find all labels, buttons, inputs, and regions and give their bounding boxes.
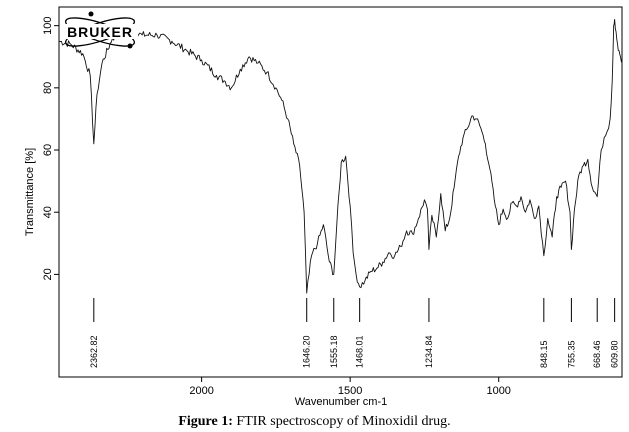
logo-dot-2: [127, 43, 133, 49]
y-tick-label: 80: [42, 82, 54, 94]
x-axis-title: Wavenumber cm-1: [295, 396, 388, 408]
caption-prefix: Figure 1:: [178, 414, 233, 429]
x-tick-label: 1000: [486, 385, 510, 397]
caption-text: FTIR spectroscopy of Minoxidil drug.: [236, 414, 451, 429]
peak-label: 1468.01: [355, 335, 365, 368]
bruker-logo: BRUKER: [62, 11, 138, 49]
logo-orbit-2: [64, 17, 136, 47]
peak-label: 1234.84: [424, 335, 434, 368]
y-tick-label: 40: [42, 206, 54, 218]
logo-orbit-1: [64, 17, 136, 47]
logo-text-backdrop: [62, 24, 138, 39]
peak-label: 609.80: [610, 340, 620, 368]
peak-label: 1555.18: [329, 335, 339, 368]
peak-label: 668.46: [592, 340, 602, 368]
spectrum-line: [58, 18, 623, 294]
axis-ticks: 2000 1500 1000 20 40 60 80 100: [42, 16, 511, 397]
logo-dot-1: [88, 11, 94, 17]
peak-label: 755.35: [566, 340, 576, 368]
plot-frame: [58, 6, 623, 378]
y-tick-label: 20: [42, 268, 54, 280]
x-tick-label: 2000: [189, 385, 213, 397]
figure-caption: Figure 1: FTIR spectroscopy of Minoxidil…: [0, 414, 629, 430]
peak-label: 2362.82: [89, 335, 99, 368]
y-axis-title: Transmittance [%]: [24, 148, 36, 236]
x-tick-label: 1500: [338, 385, 362, 397]
y-tick-label: 60: [42, 144, 54, 156]
peak-label: 1646.20: [302, 335, 312, 368]
peak-markers: 2362.82 1646.20 1555.18 1468.01 1234.84 848.1…: [89, 298, 620, 368]
y-tick-label: 100: [42, 16, 54, 34]
logo-text: BRUKER: [67, 24, 133, 40]
peak-label: 848.15: [539, 340, 549, 368]
